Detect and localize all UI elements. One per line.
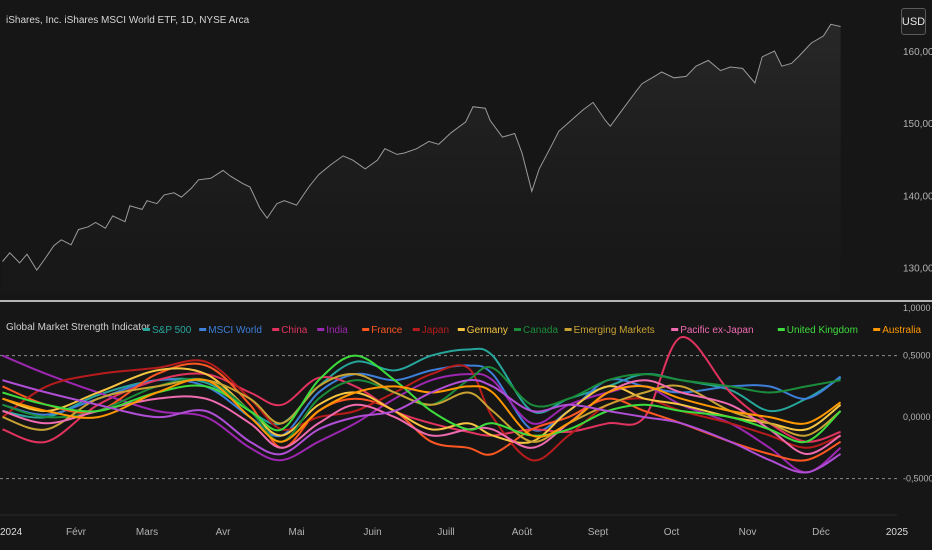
time-axis-tick-label: Oct (664, 527, 680, 538)
legend-swatch (514, 328, 521, 331)
series-line-pacific-ex-japan (2, 379, 842, 455)
indicator-y-tick-label: 0,0000 (903, 412, 931, 422)
legend-label: France (371, 325, 403, 336)
series-line-germany (2, 367, 842, 444)
series-line-united-kingdom (2, 354, 842, 444)
time-axis-tick-label: Avr (216, 527, 231, 538)
time-axis-tick-label: Juin (363, 527, 381, 538)
time-axis-tick-label: Août (512, 527, 533, 538)
legend-swatch (873, 328, 881, 331)
time-axis-tick-label: 2025 (886, 527, 909, 538)
price-y-tick-label: 140,00 (903, 191, 932, 202)
series-line-australia (2, 378, 842, 443)
legend-swatch (362, 328, 370, 331)
legend-swatch (317, 328, 325, 331)
price-y-tick-label: 130,00 (903, 264, 932, 275)
price-y-tick-label: 150,00 (903, 119, 932, 130)
legend-swatch (457, 328, 465, 331)
indicator-pane: 1,0000 -0,5000 0,0000 0,5000 (0, 303, 932, 484)
time-axis-tick-label: Sept (588, 527, 609, 538)
legend-swatch (199, 328, 207, 331)
legend-swatch (564, 328, 572, 331)
price-y-axis: 130,00 140,00 150,00 160,00 (903, 47, 932, 275)
indicator-title: Global Market Strength Indicator (6, 322, 151, 333)
time-axis-tick-label: Juill (437, 527, 454, 538)
legend-label: S&P 500 (152, 325, 192, 336)
time-axis-tick-label: Mai (288, 527, 304, 538)
currency-button[interactable]: USD (901, 8, 926, 35)
legend-swatch (671, 328, 679, 331)
legend-label: Japan (422, 325, 449, 336)
indicator-series-lines (1, 336, 842, 474)
series-line-canada (2, 366, 841, 443)
time-axis-tick-label: Mars (136, 527, 158, 538)
indicator-top-tick-label: 1,0000 (903, 303, 931, 313)
legend-swatch (412, 328, 420, 331)
legend-label: China (281, 325, 308, 336)
time-axis-tick-label: 2024 (0, 527, 23, 538)
series-line-japan (1, 359, 841, 462)
time-axis-tick-label: Déc (812, 527, 830, 538)
legend-label: MSCI World (208, 325, 262, 336)
time-axis-tick-label: Nov (739, 527, 757, 538)
legend-label: United Kingdom (787, 325, 858, 336)
legend-swatch (143, 328, 150, 331)
indicator-y-tick-label: -0,5000 (903, 474, 932, 484)
indicator-legend: S&P 500 MSCI World China India France Japan Ge… (143, 325, 922, 336)
instrument-title: iShares, Inc. iShares MSCI World ETF, 1D… (6, 15, 250, 26)
price-pane: 130,00 140,00 150,00 160,00 (2, 23, 932, 295)
time-axis: 2024 Févr Mars Avr Mai Juin Juill Août Sept Oct No… (0, 527, 909, 538)
legend-label: Canada (523, 325, 558, 336)
series-line-china (2, 336, 841, 444)
legend-swatch (272, 328, 280, 331)
price-area (2, 24, 841, 295)
legend-label: Australia (882, 325, 921, 336)
price-y-tick-label: 160,00 (903, 47, 932, 58)
legend-label: Pacific ex-Japan (680, 325, 753, 336)
indicator-y-axis: 1,0000 -0,5000 0,0000 0,5000 (903, 303, 932, 484)
indicator-y-tick-label: 0,5000 (903, 351, 931, 361)
time-axis-tick-label: Févr (66, 527, 87, 538)
legend-label: Germany (467, 325, 508, 336)
legend-label: India (326, 325, 348, 336)
price-line (2, 23, 841, 271)
legend-swatch (777, 328, 785, 331)
legend-label: Emerging Markets (574, 325, 655, 336)
series-line-switzerland (2, 378, 842, 474)
